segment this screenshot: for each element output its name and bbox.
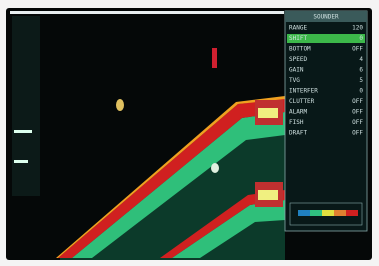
menu-label: SHIFT (289, 35, 307, 42)
surface-clutter (12, 16, 40, 196)
fish-echo (212, 48, 217, 68)
scale (310, 210, 322, 216)
scale (334, 210, 346, 216)
menu-value: 0 (359, 35, 363, 42)
marker (14, 130, 32, 133)
menu-label: GAIN (289, 67, 304, 74)
marker (14, 160, 28, 163)
menu-value: 120 (352, 25, 363, 32)
menu-value: OFF (352, 130, 363, 137)
menu-value: 0 (359, 88, 363, 95)
menu-label: SPEED (289, 56, 307, 63)
scale (322, 210, 334, 216)
a-scope (258, 190, 278, 200)
menu-value: 5 (359, 77, 363, 84)
menu-value: 6 (359, 67, 363, 74)
menu-value: OFF (352, 98, 363, 105)
menu-title: SOUNDER (313, 14, 339, 21)
scale (346, 210, 358, 216)
menu-label: INTERFER (289, 88, 318, 95)
menu-label: FISH (289, 119, 304, 126)
menu-label: ALARM (289, 109, 307, 116)
fish-echo (211, 163, 219, 173)
menu-value: OFF (352, 109, 363, 116)
menu-label: TVG (289, 77, 300, 84)
menu-label: RANGE (289, 25, 307, 32)
scale (298, 210, 310, 216)
top-bar (10, 11, 284, 14)
fish-echo (116, 99, 124, 111)
menu-label: CLUTTER (289, 98, 315, 105)
sonar-screen: SOUNDER RANGE 120 SHIFT 0 BOTTOM OFF SPEED 4 GAI… (0, 0, 379, 266)
menu-value: OFF (352, 119, 363, 126)
menu-label: DRAFT (289, 130, 307, 137)
menu-value: 4 (359, 56, 363, 63)
menu-value: OFF (352, 46, 363, 53)
menu-label: BOTTOM (289, 46, 311, 53)
a-scope (258, 108, 278, 118)
